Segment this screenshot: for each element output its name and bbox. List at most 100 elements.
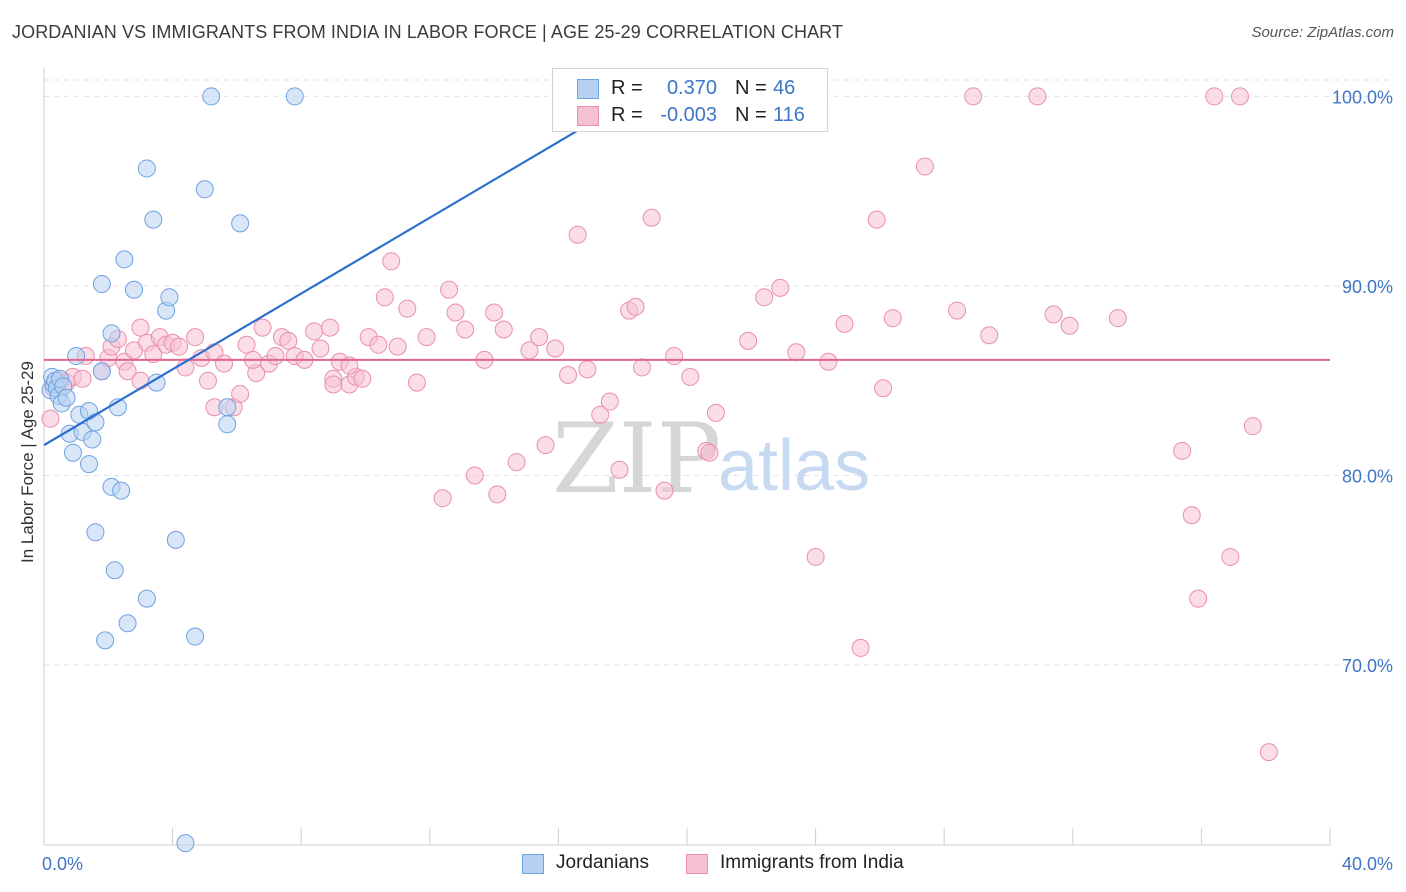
india-point: [700, 443, 719, 462]
india-point: [446, 303, 465, 322]
india-point: [388, 337, 407, 356]
jordanians-r-value: 0.370: [666, 77, 717, 99]
stats-box: R = 0.370 N = 46 R = -0.003 N = 116: [552, 68, 828, 132]
jordanian-point: [160, 288, 179, 307]
legend-india-label: Immigrants from India: [720, 852, 904, 873]
india-point: [851, 638, 870, 657]
india-point: [440, 280, 459, 299]
india-point: [170, 337, 189, 356]
x-tick-label-max: 40.0%: [1342, 854, 1393, 874]
india-point: [915, 157, 934, 176]
jordanian-point: [86, 413, 105, 432]
india-point: [883, 309, 902, 328]
india-point: [600, 392, 619, 411]
india-point: [198, 371, 217, 390]
axes: [43, 68, 1331, 846]
jordanian-point: [92, 275, 111, 294]
india-point: [980, 326, 999, 345]
india-point: [948, 301, 967, 320]
india-point: [465, 466, 484, 485]
y-tick-label: 70.0%: [1342, 656, 1393, 676]
india-point: [237, 335, 256, 354]
india-point: [231, 384, 250, 403]
jordanian-point: [176, 834, 195, 853]
jordanian-point: [144, 210, 163, 229]
india-point: [1028, 87, 1047, 106]
india-point: [655, 481, 674, 500]
india-point: [642, 208, 661, 227]
india-point: [771, 278, 790, 297]
jordanian-point: [80, 455, 99, 474]
india-r-value: -0.003: [660, 104, 717, 126]
jordanians-trend-line: [43, 95, 637, 447]
india-point: [131, 371, 150, 390]
stats-row-india: R = -0.003 N = 116: [553, 102, 827, 128]
jordanians-r-label: R =: [611, 77, 643, 99]
india-point: [1182, 506, 1201, 525]
jordanian-point: [67, 347, 86, 366]
india-point: [559, 366, 578, 385]
india-point: [755, 288, 774, 307]
india-point: [1060, 316, 1079, 335]
watermark-zip: ZIP: [552, 403, 721, 515]
jordanian-point: [125, 280, 144, 299]
india-point: [186, 328, 205, 347]
y-tick-label: 90.0%: [1342, 277, 1393, 297]
jordanian-point: [112, 481, 131, 500]
legend-india-swatch: [686, 854, 708, 874]
source-label: Source: ZipAtlas.com: [1251, 24, 1394, 41]
india-point: [1221, 547, 1240, 566]
stats-row-jordanians: R = 0.370 N = 46: [553, 75, 827, 101]
trend-lines: [43, 95, 1330, 447]
india-point: [73, 369, 92, 388]
watermark-atlas: atlas: [718, 426, 870, 506]
india-point: [131, 318, 150, 337]
gridlines: [44, 79, 1390, 666]
india-point: [456, 320, 475, 339]
india-r-label: R =: [611, 104, 643, 126]
india-point: [578, 360, 597, 379]
jordanian-point: [195, 180, 214, 199]
jordanian-point: [137, 159, 156, 178]
watermark: ZIP atlas: [552, 403, 870, 515]
india-swatch: [577, 106, 599, 126]
india-point: [530, 328, 549, 347]
jordanian-point: [96, 631, 115, 650]
india-point: [610, 460, 629, 479]
jordanian-point: [102, 324, 121, 343]
jordanian-point: [137, 589, 156, 608]
india-point: [681, 367, 700, 386]
india-point: [118, 362, 137, 381]
india-point: [321, 318, 340, 337]
india-point: [1205, 87, 1224, 106]
jordanian-point: [63, 443, 82, 462]
jordanian-point: [218, 415, 237, 434]
india-point: [215, 354, 234, 373]
india-point: [488, 485, 507, 504]
india-point: [706, 403, 725, 422]
jordanian-point: [86, 523, 105, 542]
india-point: [340, 356, 359, 375]
jordanian-point: [166, 530, 185, 549]
jordanian-point: [83, 430, 102, 449]
jordanians-swatch: [577, 79, 599, 99]
india-point: [867, 210, 886, 229]
india-point: [1108, 309, 1127, 328]
india-point: [311, 339, 330, 358]
india-point: [494, 320, 513, 339]
jordanian-point: [105, 561, 124, 580]
india-points: [41, 87, 1278, 762]
india-point: [433, 489, 452, 508]
legend-jordanians-label: Jordanians: [556, 852, 649, 873]
jordanian-point: [285, 87, 304, 106]
india-point: [1230, 87, 1249, 106]
india-point: [417, 328, 436, 347]
india-point: [305, 322, 324, 341]
india-point: [507, 453, 526, 472]
india-n-label: N =: [735, 104, 767, 126]
india-point: [407, 373, 426, 392]
india-point: [739, 331, 758, 350]
india-point: [964, 87, 983, 106]
india-point: [324, 375, 343, 394]
